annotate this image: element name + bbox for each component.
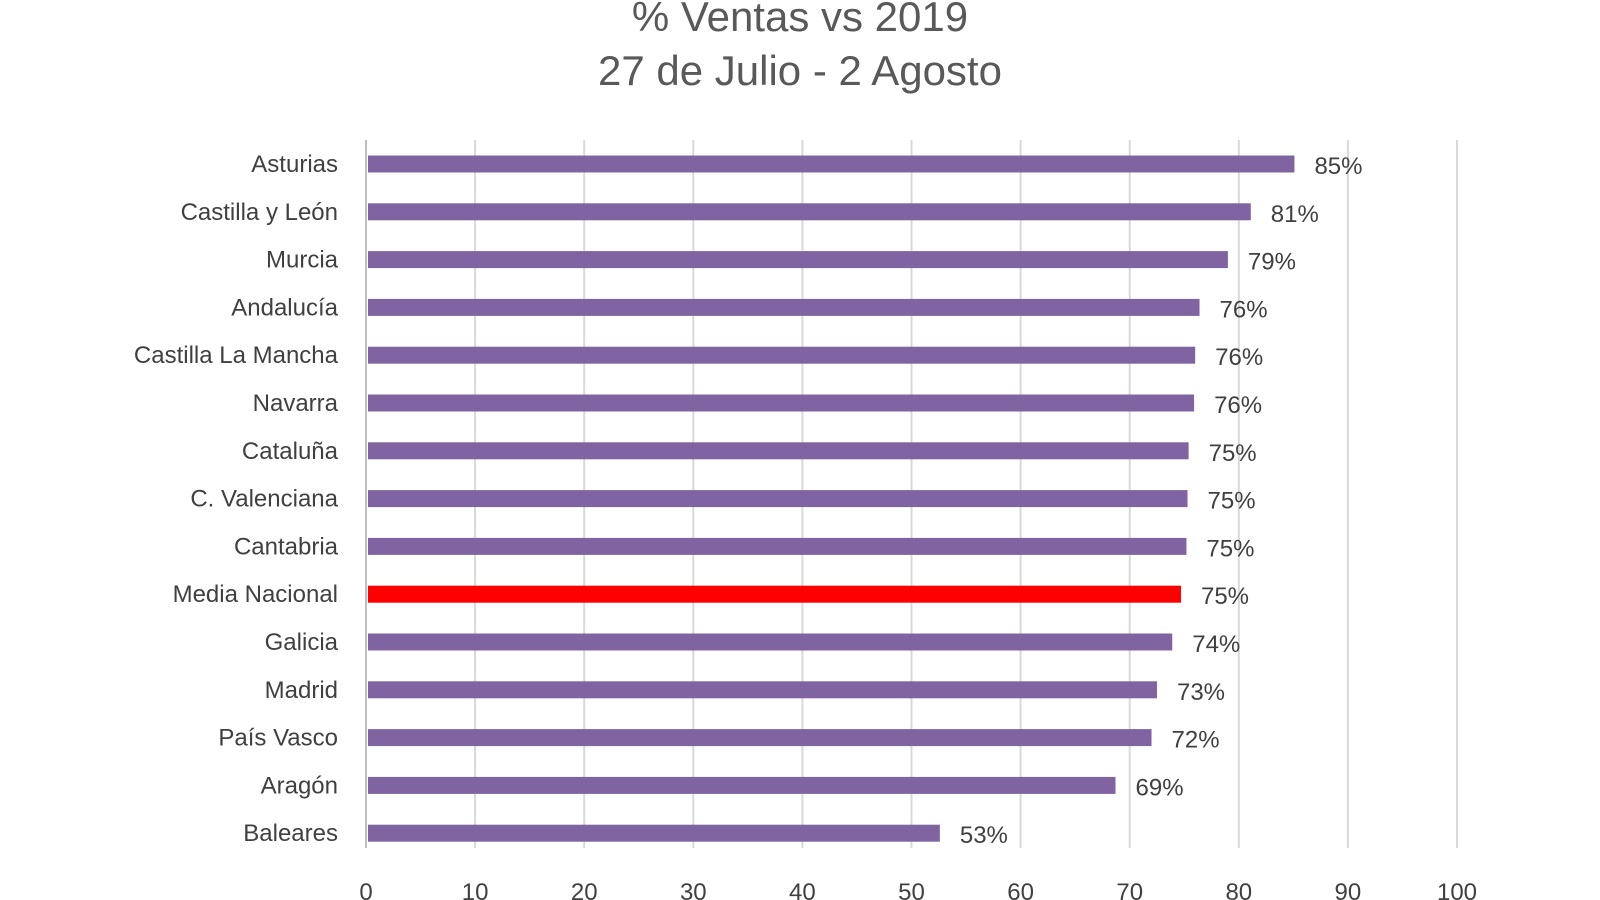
data-label: 72% [1172,727,1220,754]
chart-title: % Ventas vs 2019 [631,0,969,40]
x-tick-label: 50 [898,879,925,900]
bar [368,251,1228,269]
bar [368,824,940,842]
bar [368,585,1181,603]
data-label: 74% [1192,631,1240,658]
bar [368,203,1251,221]
x-tick-label: 10 [462,879,489,900]
x-tick-label: 100 [1437,879,1477,900]
bar [368,729,1152,747]
chart-subtitle: 27 de Julio - 2 Agosto [598,47,1002,94]
data-label: 76% [1214,392,1262,419]
data-label: 75% [1206,535,1254,562]
x-tick-label: 60 [1007,879,1034,900]
bar [368,490,1188,508]
data-label: 75% [1209,440,1257,467]
bar [368,155,1295,173]
category-label: Navarra [253,390,339,417]
data-label: 69% [1136,774,1184,801]
category-label: Media Nacional [173,581,338,608]
data-label: 75% [1208,488,1256,515]
data-label: 53% [960,822,1008,849]
bar [368,442,1189,460]
data-label: 73% [1177,679,1225,706]
category-label: Castilla La Mancha [134,342,339,369]
category-label: País Vasco [218,725,338,752]
data-label: 81% [1271,201,1319,228]
category-label: Baleares [243,820,338,847]
category-label: Cantabria [234,533,339,560]
category-label: Asturias [251,151,338,178]
category-label: Cataluña [242,438,339,465]
category-label: Aragón [261,772,338,799]
bar [368,298,1200,316]
x-tick-label: 70 [1116,879,1143,900]
category-label: Madrid [265,677,338,704]
bar [368,681,1157,699]
bar [368,394,1195,412]
data-label: 79% [1248,249,1296,276]
data-label: 75% [1201,583,1249,610]
category-label: Castilla y León [181,199,338,226]
x-tick-label: 30 [680,879,707,900]
bar [368,633,1173,651]
x-tick-label: 90 [1335,879,1362,900]
x-tick-label: 80 [1225,879,1252,900]
bar [368,776,1116,794]
data-label: 76% [1220,296,1268,323]
category-label: Andalucía [231,294,338,321]
data-label: 76% [1215,344,1263,371]
category-label: Murcia [266,247,339,274]
data-label: 85% [1314,153,1362,180]
category-label: C. Valenciana [190,486,338,513]
x-tick-label: 40 [789,879,816,900]
x-tick-label: 0 [359,879,372,900]
bar [368,537,1187,555]
x-tick-label: 20 [571,879,598,900]
bar [368,346,1196,364]
category-label: Galicia [265,629,339,656]
